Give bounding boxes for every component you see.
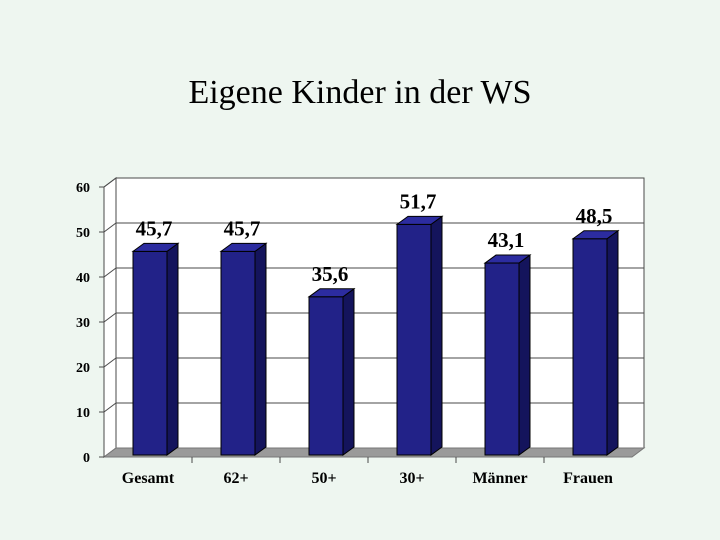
bar-top xyxy=(131,242,180,252)
bar-front xyxy=(132,250,168,456)
bar-front xyxy=(572,238,608,456)
y-tick-label: 30 xyxy=(76,316,90,331)
bar xyxy=(483,254,532,456)
value-label: 45,7 xyxy=(224,216,261,240)
bar-side xyxy=(518,254,531,456)
y-tick-label: 10 xyxy=(76,406,90,421)
bar xyxy=(219,242,268,456)
slide-title: Eigene Kinder in der WS xyxy=(188,74,532,111)
chart-gridlines xyxy=(99,177,644,463)
y-tick-label: 0 xyxy=(83,451,90,466)
y-tick-label: 60 xyxy=(76,181,90,196)
bar xyxy=(571,229,620,456)
bar-side xyxy=(254,242,267,456)
chart-background xyxy=(102,177,646,458)
bar xyxy=(395,215,444,456)
gridline xyxy=(103,177,644,188)
bar-top xyxy=(307,288,356,298)
bar-top xyxy=(395,215,444,225)
gridline xyxy=(103,402,644,413)
value-label: 35,6 xyxy=(312,262,349,286)
x-tick-label: Männer xyxy=(472,470,527,487)
x-tick-label: 30+ xyxy=(399,470,424,487)
bar-side xyxy=(342,287,355,456)
y-tick-label: 40 xyxy=(76,271,90,286)
bar-front xyxy=(484,262,520,456)
bar xyxy=(307,287,356,456)
y-tick-label: 20 xyxy=(76,361,90,376)
value-labels: 45,7 45,7 35,6 51,7 43,1 48,5 xyxy=(136,189,613,285)
y-axis-tick-labels: 0 10 20 30 40 50 60 xyxy=(76,181,90,466)
y-tick-label: 50 xyxy=(76,226,90,241)
x-tick-label: 62+ xyxy=(223,470,248,487)
bar-top xyxy=(219,242,268,252)
gridline xyxy=(103,267,644,278)
gridline xyxy=(103,222,644,233)
value-label: 43,1 xyxy=(488,228,525,252)
value-label: 45,7 xyxy=(136,216,173,240)
bar-top xyxy=(571,230,620,240)
bar xyxy=(131,242,180,456)
x-tick-label: Frauen xyxy=(563,470,613,487)
chart-floor xyxy=(102,447,646,458)
gridline xyxy=(103,357,644,368)
x-axis-tick-labels: Gesamt 62+ 50+ 30+ Männer Frauen xyxy=(122,470,613,487)
bar-top xyxy=(483,254,532,264)
x-tick-label: Gesamt xyxy=(122,470,175,487)
x-tick-label: 50+ xyxy=(311,470,336,487)
bar-front xyxy=(220,250,256,456)
value-label: 51,7 xyxy=(400,189,437,213)
bar-side xyxy=(606,229,619,456)
chart-bars xyxy=(131,215,620,456)
gridline xyxy=(103,312,644,323)
bar-front xyxy=(308,296,344,456)
bar-side xyxy=(166,242,179,456)
bar-side xyxy=(430,215,443,456)
bar-front xyxy=(396,223,432,456)
value-label: 48,5 xyxy=(576,204,613,228)
